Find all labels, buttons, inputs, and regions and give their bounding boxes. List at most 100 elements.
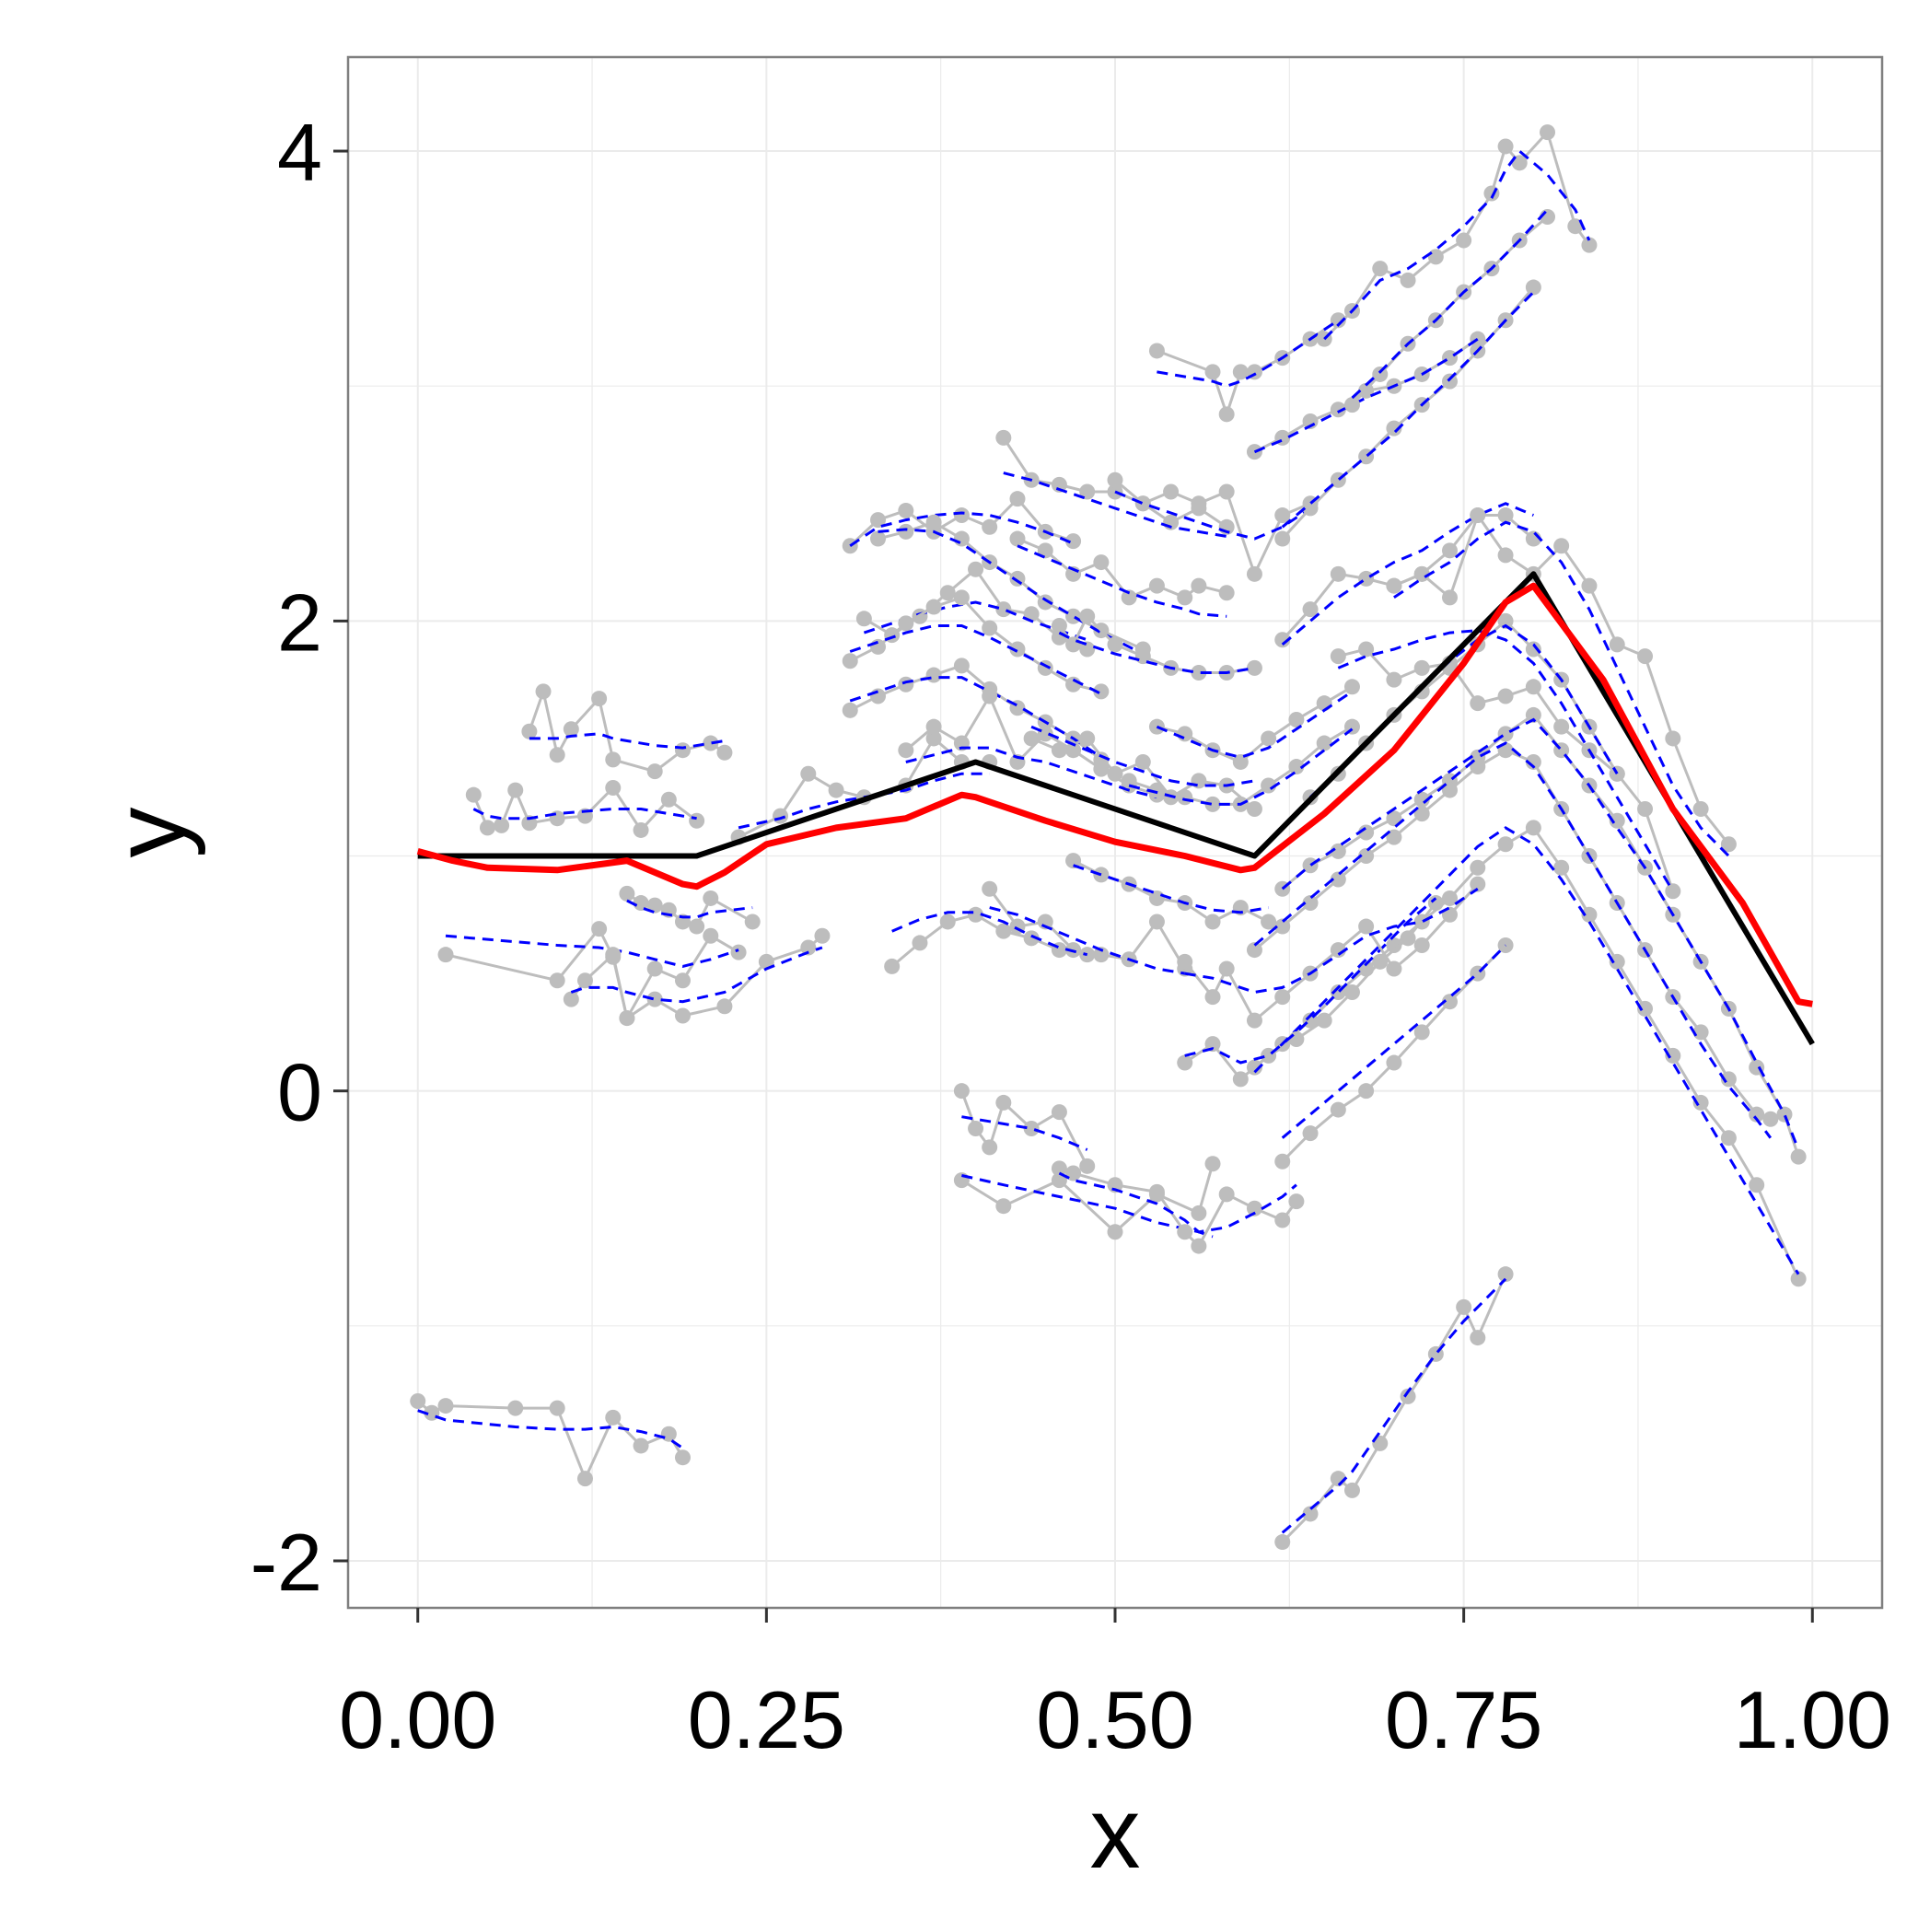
observed-point <box>1134 495 1151 512</box>
observed-point <box>1665 883 1681 900</box>
observed-point <box>925 730 942 747</box>
observed-point <box>1065 853 1082 869</box>
observed-point <box>968 561 984 577</box>
fitted-curve <box>1058 631 1255 674</box>
observed-point <box>1232 753 1249 770</box>
observed-point <box>995 601 1012 618</box>
fitted-curve <box>849 676 1102 759</box>
subject-trajectory <box>1177 895 1444 1088</box>
observed-line <box>570 935 823 1021</box>
subject-trajectory <box>842 658 1110 768</box>
observed-point <box>1107 636 1123 653</box>
observed-point <box>1093 947 1110 963</box>
observed-point <box>1037 594 1053 611</box>
observed-point <box>1762 1111 1779 1127</box>
observed-point <box>1246 565 1262 582</box>
observed-point <box>842 702 858 718</box>
observed-point <box>758 953 774 970</box>
observed-point <box>1261 777 1277 794</box>
observed-point <box>1497 1266 1514 1283</box>
fitted-curve <box>529 732 726 750</box>
observed-point <box>1177 726 1193 742</box>
observed-point <box>1343 984 1360 1001</box>
observed-point <box>898 676 914 692</box>
subject-trajectory <box>953 1083 1096 1174</box>
observed-point <box>1148 1183 1165 1200</box>
observed-point <box>1581 577 1598 594</box>
observed-point <box>1343 679 1360 695</box>
observed-point <box>549 972 565 989</box>
observed-point <box>1191 664 1207 681</box>
observed-line <box>1183 902 1437 1082</box>
observed-point <box>925 599 942 615</box>
fitted-curve <box>1308 623 1619 798</box>
observed-point <box>1400 930 1416 947</box>
fitted-curve <box>445 934 739 968</box>
observed-point <box>1413 791 1430 808</box>
observed-point <box>716 744 733 761</box>
observed-point <box>1023 1120 1040 1136</box>
fitted-curve <box>891 911 1088 957</box>
observed-point <box>939 914 956 930</box>
observed-point <box>1470 876 1486 892</box>
observed-point <box>1246 1200 1262 1216</box>
observed-point <box>1609 636 1625 653</box>
observed-point <box>605 751 622 768</box>
observed-point <box>1261 730 1277 747</box>
observed-point <box>689 812 705 829</box>
fitted-curve <box>570 946 823 1004</box>
observed-point <box>1400 272 1416 288</box>
mean-curves <box>416 571 1815 1046</box>
observed-point <box>1441 373 1458 390</box>
fitted-curve <box>1281 1277 1507 1534</box>
observed-point <box>1218 406 1235 423</box>
subject-trajectory <box>1246 741 1779 1139</box>
observed-point <box>1232 1071 1249 1088</box>
observed-point <box>576 1471 593 1487</box>
subject-trajectory <box>1343 208 1556 413</box>
observed-point <box>898 523 914 540</box>
x-axis-title: x <box>1090 1776 1141 1890</box>
observed-point <box>1274 530 1291 547</box>
observed-point <box>1776 1106 1793 1123</box>
observed-point <box>1246 800 1262 817</box>
subject-trajectory <box>842 589 1110 700</box>
observed-point <box>1497 836 1514 853</box>
fitted-curve <box>1281 717 1800 1151</box>
observed-point <box>1288 759 1305 775</box>
observed-point <box>1218 1186 1235 1203</box>
subject-trajectory <box>884 906 1096 974</box>
observed-point <box>1079 947 1096 963</box>
observed-point <box>1121 589 1137 606</box>
observed-point <box>619 885 635 902</box>
observed-point <box>953 589 970 606</box>
observed-point <box>1316 1012 1332 1029</box>
observed-point <box>1511 155 1528 171</box>
axes: 0.00 0.25 0.50 0.75 1.00 -2 0 2 4 <box>250 107 1891 1765</box>
fitted-curve <box>878 528 1144 656</box>
observed-point <box>1148 782 1165 798</box>
x-tick-label: 0.25 <box>688 1674 845 1765</box>
observed-point <box>1330 312 1346 329</box>
observed-point <box>1497 547 1514 564</box>
observed-point <box>1302 1506 1319 1522</box>
observed-point <box>703 890 719 906</box>
observed-point <box>1427 895 1444 912</box>
observed-point <box>953 507 970 524</box>
observed-point <box>1121 773 1137 789</box>
observed-point <box>925 667 942 683</box>
observed-point <box>619 1010 635 1027</box>
observed-point <box>521 815 538 832</box>
observed-point <box>1079 483 1096 500</box>
observed-point <box>1553 859 1570 876</box>
x-tick-label: 0.75 <box>1385 1674 1542 1765</box>
observed-point <box>800 765 817 782</box>
estimated-mean-curve <box>416 582 1813 1007</box>
observed-point <box>1107 471 1123 488</box>
fitted-curve <box>1058 1171 1297 1234</box>
observed-point <box>1497 726 1514 742</box>
observed-point <box>1330 871 1346 888</box>
observed-point <box>1456 1298 1472 1315</box>
observed-point <box>1274 918 1291 935</box>
